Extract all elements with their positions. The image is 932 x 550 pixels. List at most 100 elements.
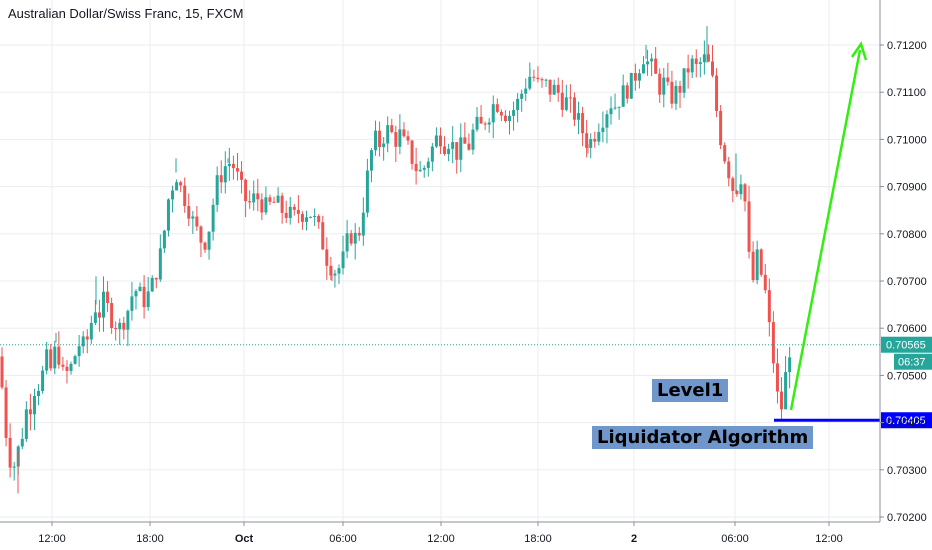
candle-body [292, 206, 296, 210]
candle-body [215, 175, 219, 205]
candle-body [739, 184, 743, 195]
candle-body [8, 437, 12, 468]
countdown-label: 06:37 [898, 357, 926, 369]
candle-body [97, 312, 101, 318]
candle-body [711, 61, 714, 76]
candle-body [4, 387, 8, 438]
candle-body [784, 372, 788, 410]
x-tick-label: 06:00 [721, 533, 749, 545]
candle-body [698, 62, 702, 64]
candle-body [349, 233, 353, 244]
candle-body [723, 145, 727, 162]
candle-body [499, 111, 503, 116]
candle-body [321, 222, 325, 250]
candle-body [146, 291, 150, 308]
candle-body [621, 85, 625, 107]
current-price-label: 0.70565 [886, 340, 926, 352]
candle-body [248, 201, 252, 203]
candle-body [755, 249, 759, 281]
candle-body [788, 357, 792, 373]
x-tick-label: 18:00 [524, 533, 552, 545]
candle-body [629, 72, 633, 99]
candle-body [654, 58, 658, 74]
candle-body [524, 88, 528, 94]
candle-body [223, 166, 227, 183]
candle-body [187, 205, 191, 219]
candle-body [268, 197, 272, 202]
candle-body [61, 364, 65, 367]
candle-body [118, 322, 122, 330]
candle-body [305, 217, 308, 222]
current-price-tag [881, 336, 932, 353]
candle-body [325, 249, 329, 266]
candle-body [536, 77, 540, 80]
candle-body [581, 113, 585, 134]
candle-body [455, 142, 459, 160]
candle-body [715, 75, 719, 111]
candle-body [568, 97, 572, 99]
candle-body [81, 336, 85, 347]
y-tick-label: 0.70400 [887, 418, 927, 430]
candle-body [686, 68, 690, 73]
candle-body [288, 206, 292, 218]
candle-body [434, 135, 438, 147]
candle-body [426, 161, 430, 168]
candle-body [560, 92, 564, 110]
candle-body [284, 212, 288, 218]
candle-body [199, 226, 203, 243]
candle-body [637, 73, 641, 81]
y-tick-label: 0.70600 [887, 323, 927, 335]
candle-body [85, 336, 89, 340]
candle-body [171, 190, 175, 200]
overlay: 0.70565 06:37 0.70405 [0, 41, 932, 429]
candle-body [142, 286, 146, 308]
target-arrow-line [789, 49, 862, 411]
candle-body [528, 76, 532, 89]
candle-body [402, 129, 406, 137]
candle-body [694, 58, 698, 64]
candle-body [719, 110, 723, 146]
candle-body [658, 73, 662, 95]
candle-body [28, 409, 32, 415]
candle-body [256, 193, 260, 200]
candle-body [743, 184, 747, 202]
candle-body [20, 438, 24, 447]
candle-body [378, 130, 382, 148]
candle-body [727, 161, 731, 179]
candle-body [37, 390, 41, 397]
candle-body [475, 116, 479, 130]
candle-body [272, 201, 276, 203]
candle-body [337, 268, 341, 274]
candle-body [276, 195, 280, 203]
candle-body [158, 248, 162, 280]
candle-body [166, 199, 170, 231]
candle-body [280, 195, 284, 213]
candle-body [678, 85, 682, 93]
candle-body [357, 232, 361, 236]
y-tick-label: 0.71000 [887, 134, 927, 146]
candle-body [577, 113, 581, 120]
candle-body [418, 169, 422, 172]
candle-body [471, 129, 475, 150]
y-tick-label: 0.70900 [887, 182, 927, 194]
candle-body [12, 466, 16, 468]
y-tick-label: 0.71100 [887, 87, 926, 99]
candle-body [414, 163, 418, 172]
candle-body [252, 193, 256, 203]
x-tick-label: 18:00 [136, 533, 164, 545]
grid [0, 0, 880, 522]
candle-body [682, 68, 686, 93]
candle-body [666, 77, 670, 82]
candle-body [211, 204, 215, 232]
candle-body [731, 178, 735, 191]
candle-body [154, 277, 158, 280]
candle-body [609, 108, 613, 115]
candle-body [646, 61, 650, 65]
candle-body [735, 190, 739, 195]
candle-body [77, 346, 81, 357]
candle-body [662, 77, 666, 95]
candle-body [483, 123, 487, 125]
y-tick-label: 0.70800 [887, 229, 927, 241]
candle-body [32, 396, 36, 415]
target-arrow-head [850, 41, 868, 61]
